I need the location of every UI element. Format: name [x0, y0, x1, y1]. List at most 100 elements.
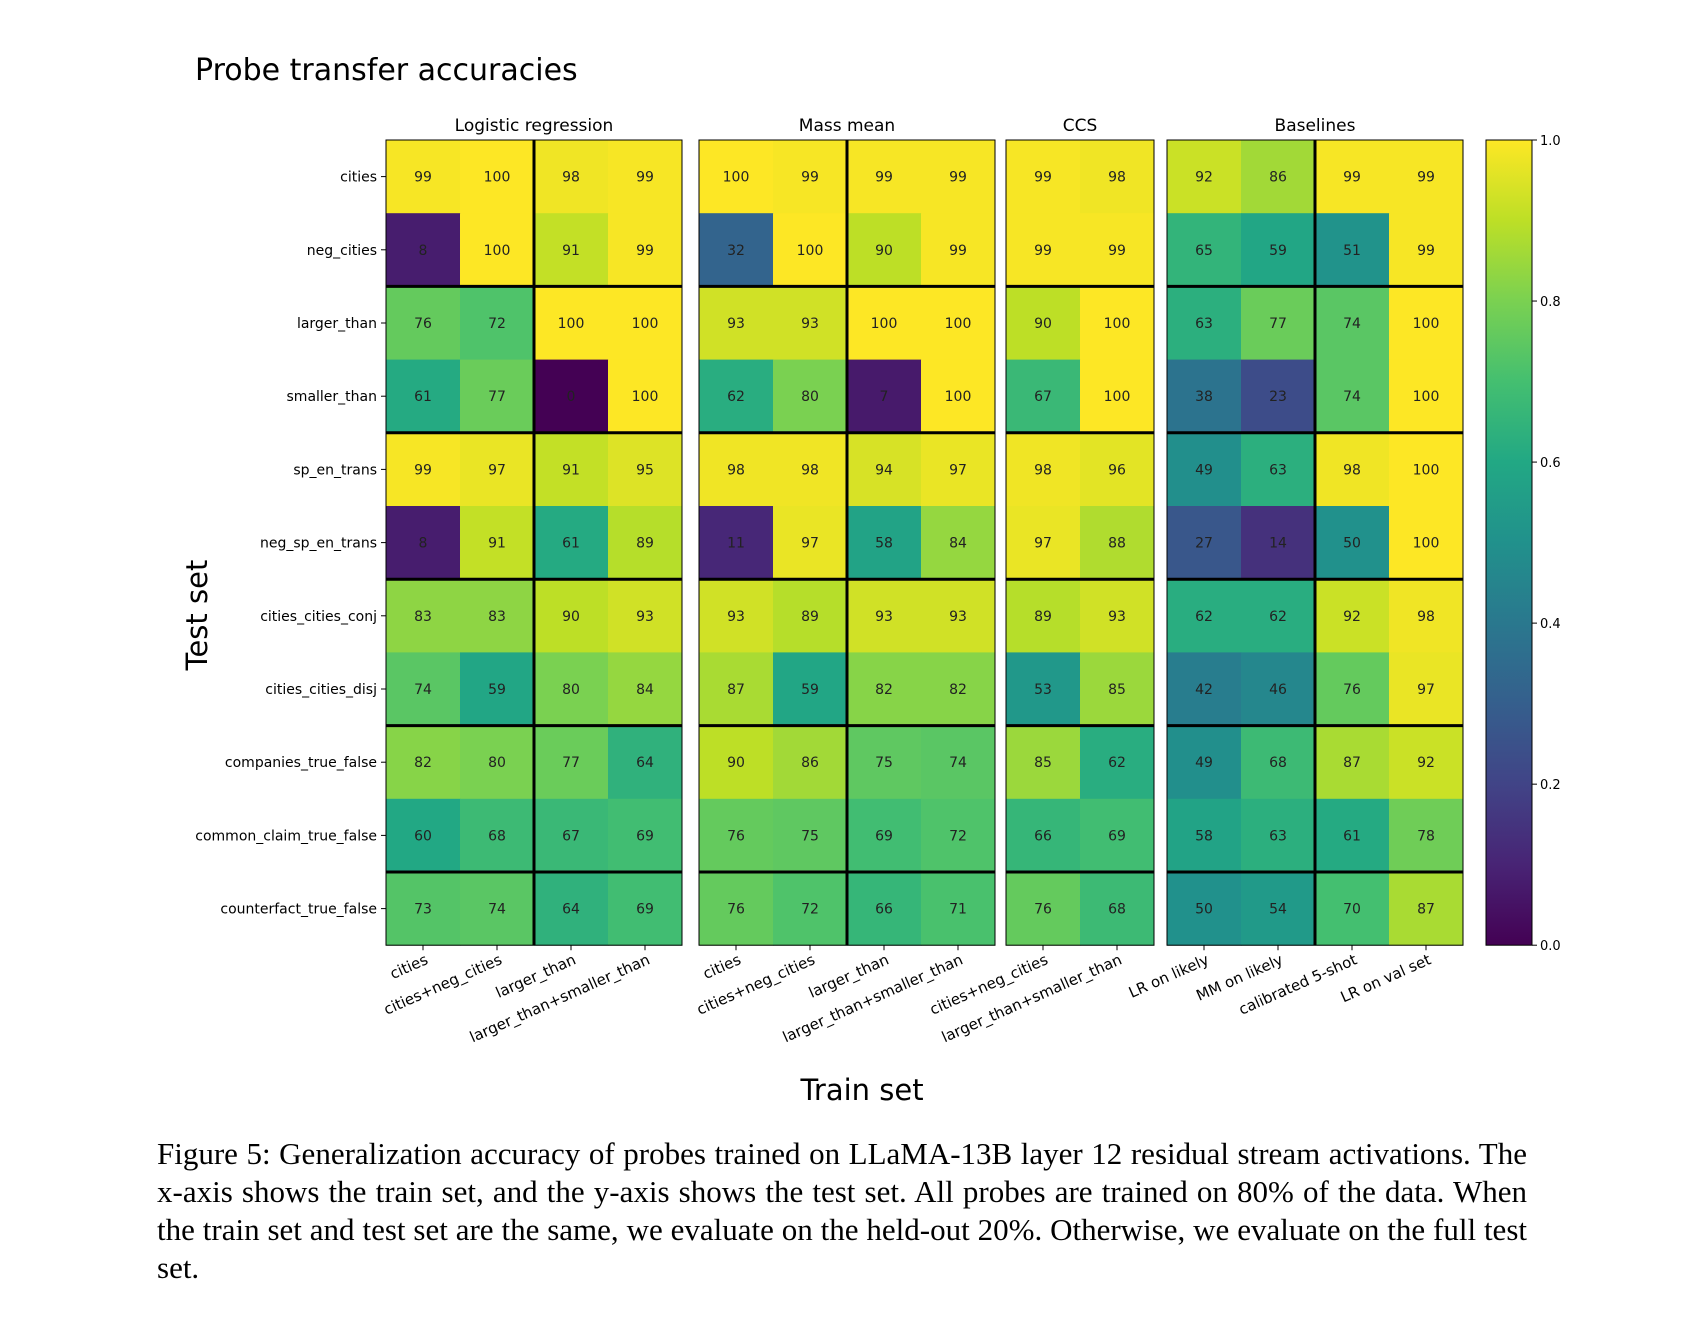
cell-value-label: 100	[632, 316, 659, 332]
heatmap-cell	[386, 506, 461, 580]
heatmap-cell	[1389, 725, 1464, 800]
heatmap-cell	[773, 506, 848, 580]
cell-value-label: 93	[1108, 609, 1126, 625]
heatmap-cell	[1389, 432, 1464, 507]
heatmap-cell	[1167, 725, 1242, 800]
heatmap-cell	[1167, 652, 1242, 727]
colorbar-tick-label: 0.8	[1540, 295, 1561, 310]
cell-value-label: 86	[801, 755, 819, 771]
heatmap-cell	[386, 432, 461, 507]
cell-value-label: 99	[636, 170, 654, 186]
cell-value-label: 61	[562, 536, 580, 552]
heatmap-cell	[608, 140, 683, 214]
heatmap-cell	[1315, 213, 1390, 287]
colorbar-gradient	[1485, 139, 1533, 946]
heatmap-cell	[1315, 798, 1390, 873]
heatmap-cell	[1241, 140, 1316, 214]
heatmap-cell	[608, 432, 683, 507]
cell-value-label: 99	[1417, 170, 1435, 186]
cell-value-label: 76	[1343, 682, 1361, 698]
heatmap-cell	[773, 652, 848, 727]
cell-value-label: 100	[1104, 389, 1131, 405]
heatmap-cell	[1006, 872, 1081, 946]
cell-value-label: 62	[1195, 609, 1213, 625]
cell-value-label: 100	[484, 170, 511, 186]
cell-value-label: 82	[949, 682, 967, 698]
cell-value-label: 83	[488, 609, 506, 625]
cell-value-label: 60	[414, 828, 432, 844]
colorbar: 0.0 0.2 0.4 0.6 0.8 1.0	[1485, 134, 1561, 954]
cell-value-label: 69	[1108, 828, 1126, 844]
cell-value-label: 38	[1195, 389, 1213, 405]
cell-value-label: 67	[1034, 389, 1052, 405]
heatmap-cell	[921, 798, 996, 873]
heatmap-cell	[847, 506, 922, 580]
heatmap-cell	[608, 579, 683, 653]
heatmap-cell	[847, 652, 922, 727]
cell-value-label: 91	[562, 243, 580, 259]
cell-value-label: 66	[875, 902, 893, 918]
cell-value-label: 69	[636, 828, 654, 844]
cell-value-label: 66	[1034, 828, 1052, 844]
cell-value-label: 95	[636, 462, 654, 478]
cell-value-label: 99	[1034, 243, 1052, 259]
heatmap-cell	[386, 359, 461, 434]
heatmap-cell	[1241, 579, 1316, 653]
colorbar-tick-label: 0.4	[1540, 617, 1561, 632]
heatmap-cell	[847, 579, 922, 653]
cell-value-label: 77	[1269, 316, 1287, 332]
heatmap-cell	[699, 579, 774, 653]
cell-value-label: 94	[875, 462, 893, 478]
cell-value-label: 100	[945, 316, 972, 332]
heatmap-cell	[1006, 506, 1081, 580]
heatmap-cell	[460, 872, 535, 946]
cell-value-label: 71	[949, 902, 967, 918]
heatmap-cell	[773, 798, 848, 873]
cell-value-label: 98	[1034, 462, 1052, 478]
cell-value-label: 78	[1417, 828, 1435, 844]
heatmap-cell	[773, 432, 848, 507]
cell-value-label: 89	[636, 536, 654, 552]
cell-value-label: 99	[801, 170, 819, 186]
cell-value-label: 91	[488, 536, 506, 552]
cell-value-label: 97	[1034, 536, 1052, 552]
heatmap-cell	[699, 798, 774, 873]
cell-value-label: 84	[636, 682, 654, 698]
heatmap-cell	[773, 872, 848, 946]
cell-value-label: 0	[567, 389, 576, 405]
cell-value-label: 99	[1108, 243, 1126, 259]
cell-value-label: 69	[875, 828, 893, 844]
cell-value-label: 72	[488, 316, 506, 332]
heatmap-cell	[1167, 286, 1242, 361]
cell-value-label: 69	[636, 902, 654, 918]
cell-value-label: 75	[801, 828, 819, 844]
cell-value-label: 76	[1034, 902, 1052, 918]
heatmap-cell	[1080, 359, 1155, 434]
cell-value-label: 98	[1343, 462, 1361, 478]
heatmap-cell	[847, 359, 922, 434]
heatmap-cell	[460, 506, 535, 580]
heatmap-cell	[608, 798, 683, 873]
cell-value-label: 99	[875, 170, 893, 186]
cell-value-label: 100	[484, 243, 511, 259]
cell-value-label: 97	[1417, 682, 1435, 698]
cell-value-label: 62	[1108, 755, 1126, 771]
cell-value-label: 99	[636, 243, 654, 259]
panel-3: 92 86 99 99 65 59 51 99 63 77 74 100 38 23 74 100 49 63 98…	[1126, 116, 1464, 1019]
cell-value-label: 59	[1269, 243, 1287, 259]
cell-value-label: 46	[1269, 682, 1287, 698]
cell-value-label: 89	[1034, 609, 1052, 625]
cell-value-label: 61	[1343, 828, 1361, 844]
y-tick-label: counterfact_true_false	[220, 902, 377, 918]
heatmap-cell	[1080, 872, 1155, 946]
heatmap-cell	[921, 506, 996, 580]
colorbar-tick-label: 0.2	[1540, 778, 1561, 793]
cell-value-label: 93	[727, 316, 745, 332]
panel-1: 100 99 99 99 32 100 90 99 93 93 100 100 62 80 7 100 98 98…	[694, 116, 996, 1047]
heatmap-cell	[1080, 798, 1155, 873]
heatmap-cell	[921, 432, 996, 507]
heatmap-cell	[699, 652, 774, 727]
cell-value-label: 54	[1269, 902, 1287, 918]
